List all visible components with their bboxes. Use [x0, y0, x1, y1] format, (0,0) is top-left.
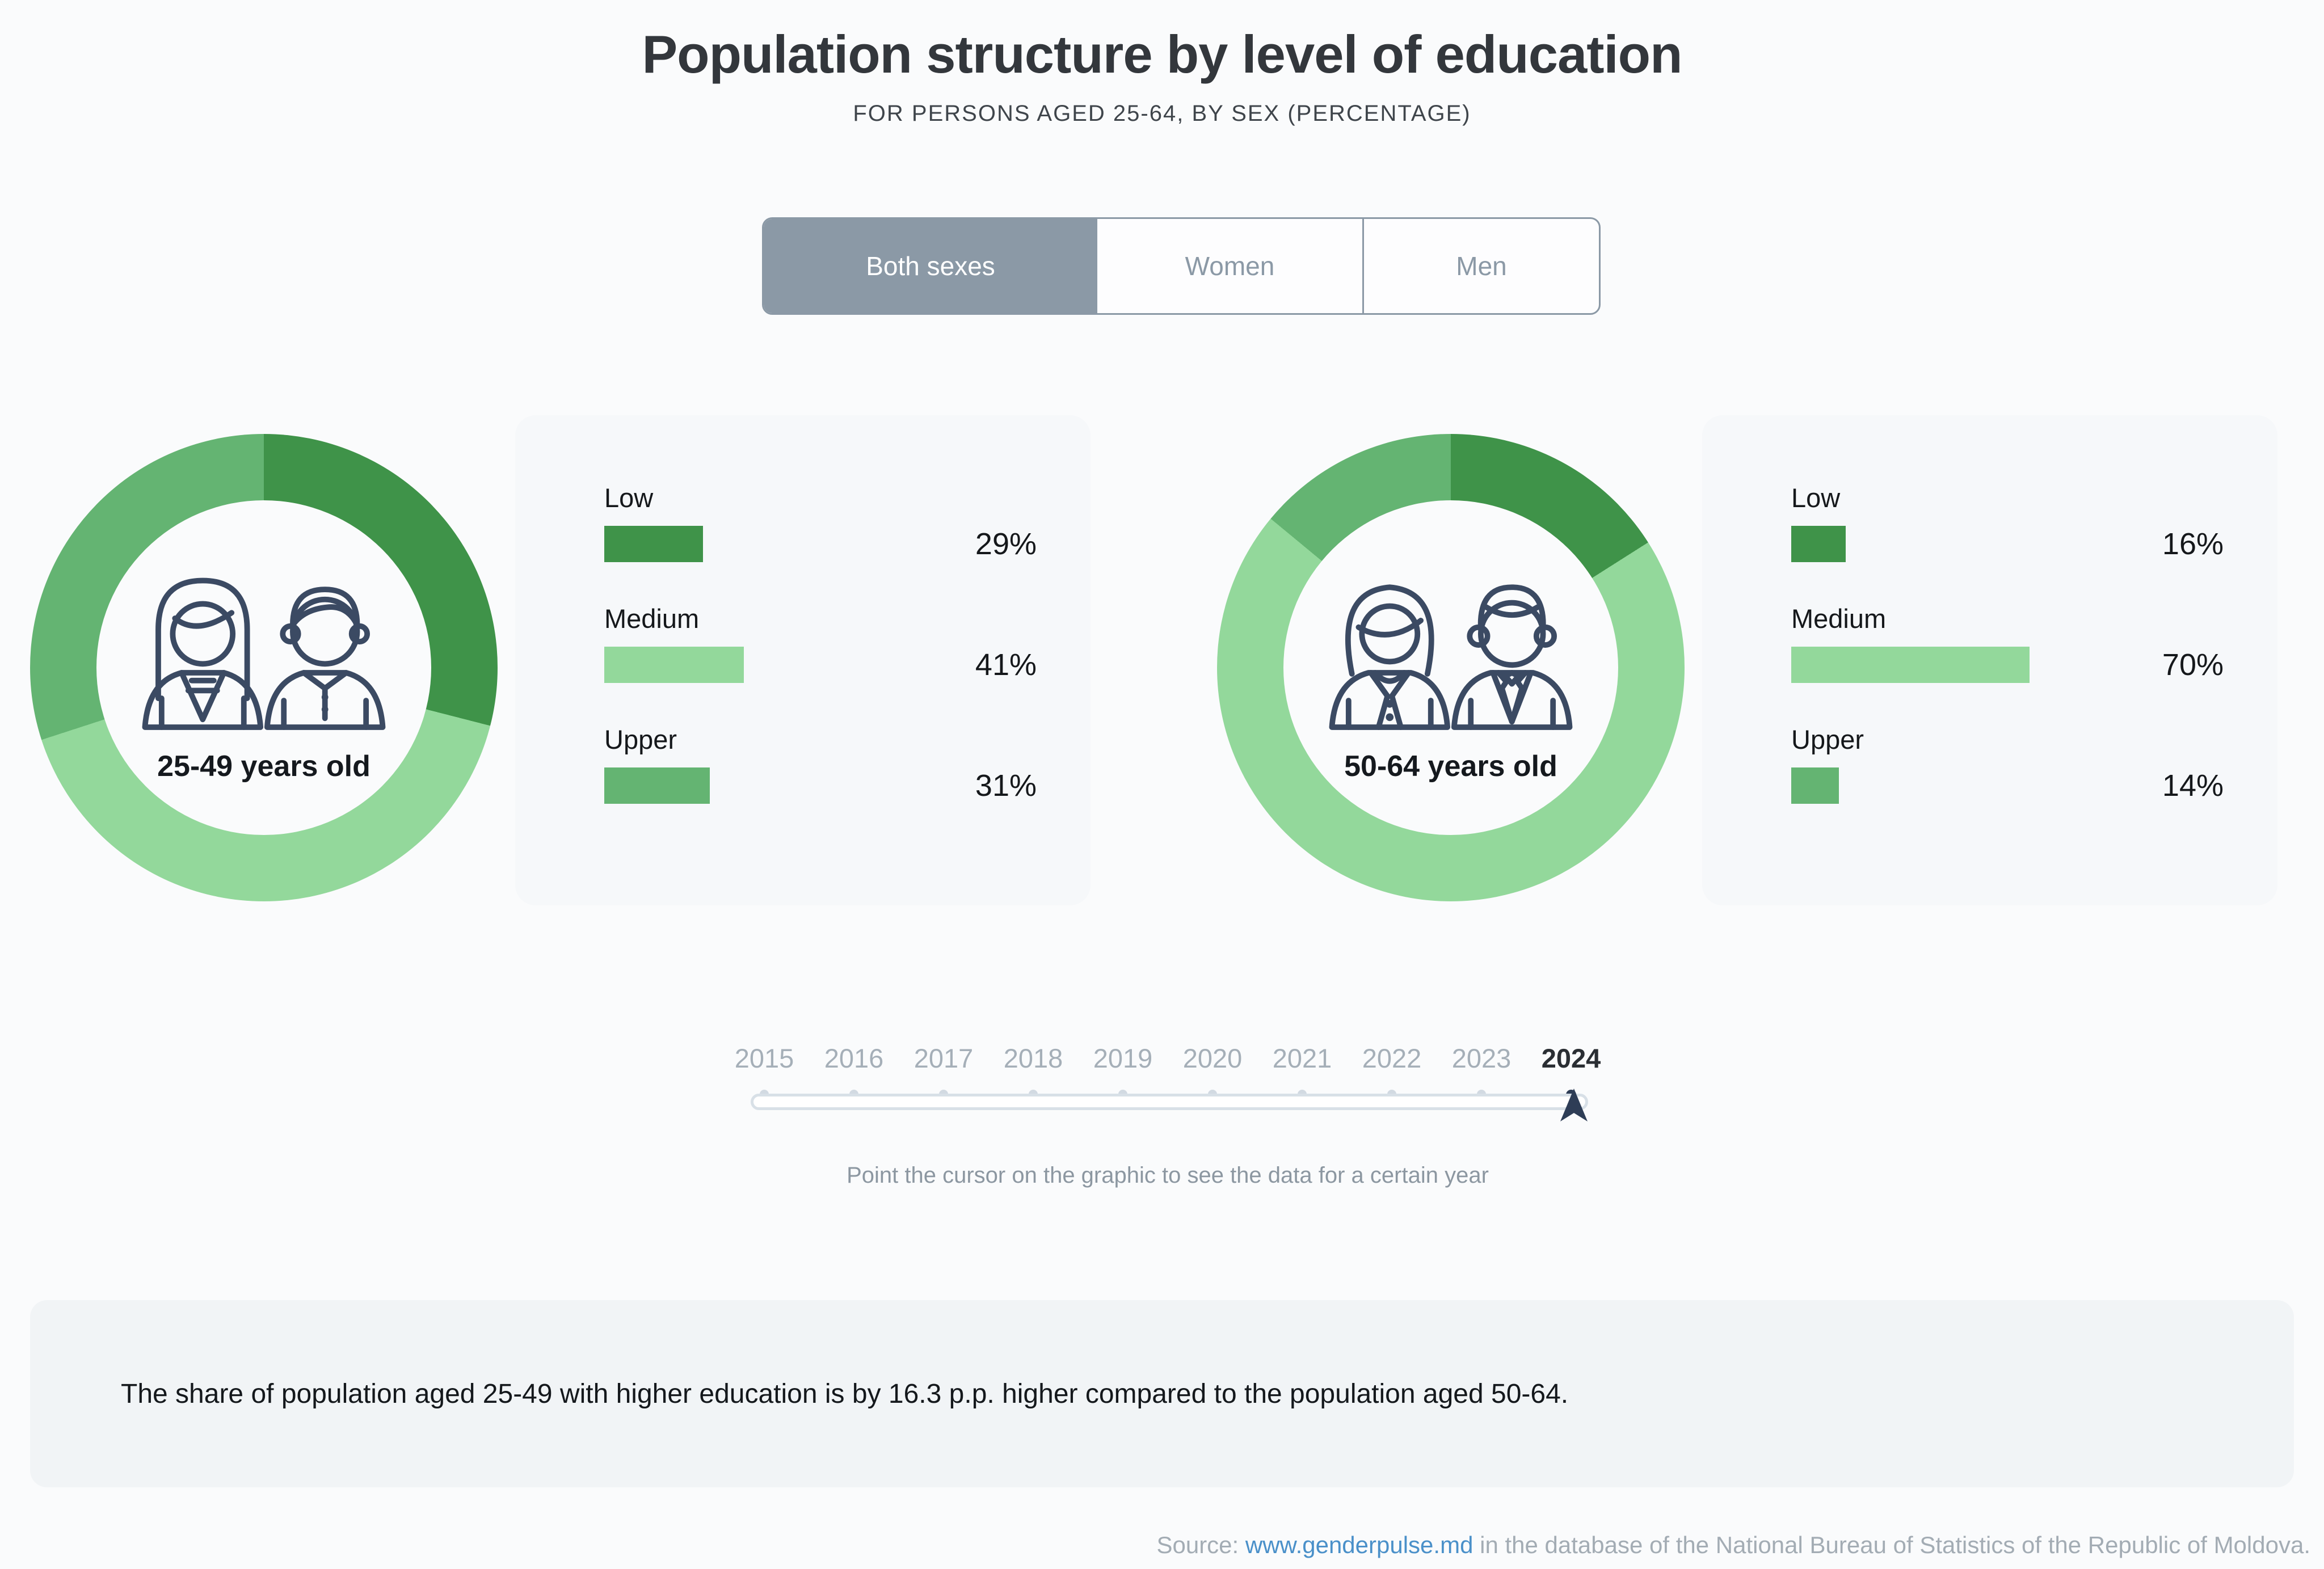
timeline-year[interactable]: 2017: [913, 1043, 974, 1073]
education-bars-25-49: Low 29% Medium 41% Upper 31%: [515, 415, 1091, 905]
bar-value: 14%: [2162, 769, 2224, 803]
bar-row-low: Low 29%: [604, 482, 1037, 562]
donut-hole: 50-64 years old: [1283, 500, 1618, 835]
bar-value: 31%: [975, 769, 1037, 803]
timeline-hint: Point the cursor on the graphic to see t…: [847, 1163, 1489, 1188]
bar-medium[interactable]: [1791, 647, 2030, 683]
timeline-year[interactable]: 2020: [1182, 1043, 1243, 1073]
bar-value: 41%: [975, 648, 1037, 682]
timeline-year[interactable]: 2021: [1272, 1043, 1332, 1073]
slider-track[interactable]: [751, 1094, 1588, 1110]
toggle-option-both-sexes[interactable]: Both sexes: [764, 219, 1097, 313]
bar-row-medium: Medium 41%: [604, 603, 1037, 683]
toggle-option-women[interactable]: Women: [1097, 219, 1364, 313]
bar-upper[interactable]: [604, 767, 710, 804]
bar-label: Low: [1791, 483, 1841, 513]
bar-low[interactable]: [1791, 526, 1846, 562]
timeline-years: 2015 2016 2017 2018 2019 2020 2021 2022 …: [719, 1043, 1616, 1074]
bar-low[interactable]: [604, 526, 703, 562]
timeline-year[interactable]: 2015: [734, 1043, 794, 1073]
donut-age-label: 25-49 years old: [157, 750, 371, 783]
timeline-year[interactable]: 2019: [1093, 1043, 1153, 1073]
senior-couple-icon: [1329, 584, 1573, 730]
bar-row-low: Low 16%: [1791, 482, 2224, 562]
source-line: Source: www.genderpulse.md in the databa…: [1156, 1532, 2310, 1559]
bar-label: Upper: [1791, 724, 1864, 754]
education-bars-50-64: Low 16% Medium 70% Upper 14%: [1702, 415, 2277, 905]
bar-row-medium: Medium 70%: [1791, 603, 2224, 683]
bar-value: 29%: [975, 527, 1037, 561]
note-text: The share of population aged 25-49 with …: [121, 1378, 1569, 1409]
sex-toggle: Both sexes Women Men: [762, 217, 1601, 315]
timeline-year[interactable]: 2023: [1451, 1043, 1512, 1073]
bar-row-upper: Upper 14%: [1791, 724, 2224, 804]
page-title: Population structure by level of educati…: [642, 24, 1682, 84]
source-link[interactable]: www.genderpulse.md: [1245, 1532, 1473, 1558]
slider-cursor-icon[interactable]: [1560, 1089, 1588, 1123]
bar-label: Upper: [604, 724, 677, 754]
year-timeline: 2015 2016 2017 2018 2019 2020 2021 2022 …: [719, 1043, 1616, 1213]
donut-chart-25-49[interactable]: 25-49 years old: [30, 434, 498, 901]
source-prefix: Source:: [1156, 1532, 1245, 1558]
donut-hole: 25-49 years old: [96, 500, 431, 835]
bar-label: Low: [604, 483, 654, 513]
source-suffix: in the database of the National Bureau o…: [1473, 1532, 2310, 1558]
timeline-year[interactable]: 2018: [1003, 1043, 1063, 1073]
timeline-year[interactable]: 2022: [1362, 1043, 1422, 1073]
bar-value: 16%: [2162, 527, 2224, 561]
timeline-year-selected[interactable]: 2024: [1541, 1043, 1601, 1073]
bar-value: 70%: [2162, 648, 2224, 682]
timeline-year[interactable]: 2016: [824, 1043, 884, 1073]
page-subtitle: FOR PERSONS AGED 25-64, BY SEX (PERCENTA…: [853, 101, 1471, 126]
bar-upper[interactable]: [1791, 767, 1839, 804]
bar-medium[interactable]: [604, 647, 744, 683]
young-couple-icon: [142, 577, 386, 730]
bar-label: Medium: [1791, 604, 1887, 634]
donut-chart-50-64[interactable]: 50-64 years old: [1217, 434, 1685, 901]
bar-label: Medium: [604, 604, 700, 634]
donut-age-label: 50-64 years old: [1344, 750, 1557, 783]
bar-row-upper: Upper 31%: [604, 724, 1037, 804]
toggle-option-men[interactable]: Men: [1456, 251, 1507, 281]
note-box: The share of population aged 25-49 with …: [30, 1300, 2294, 1487]
